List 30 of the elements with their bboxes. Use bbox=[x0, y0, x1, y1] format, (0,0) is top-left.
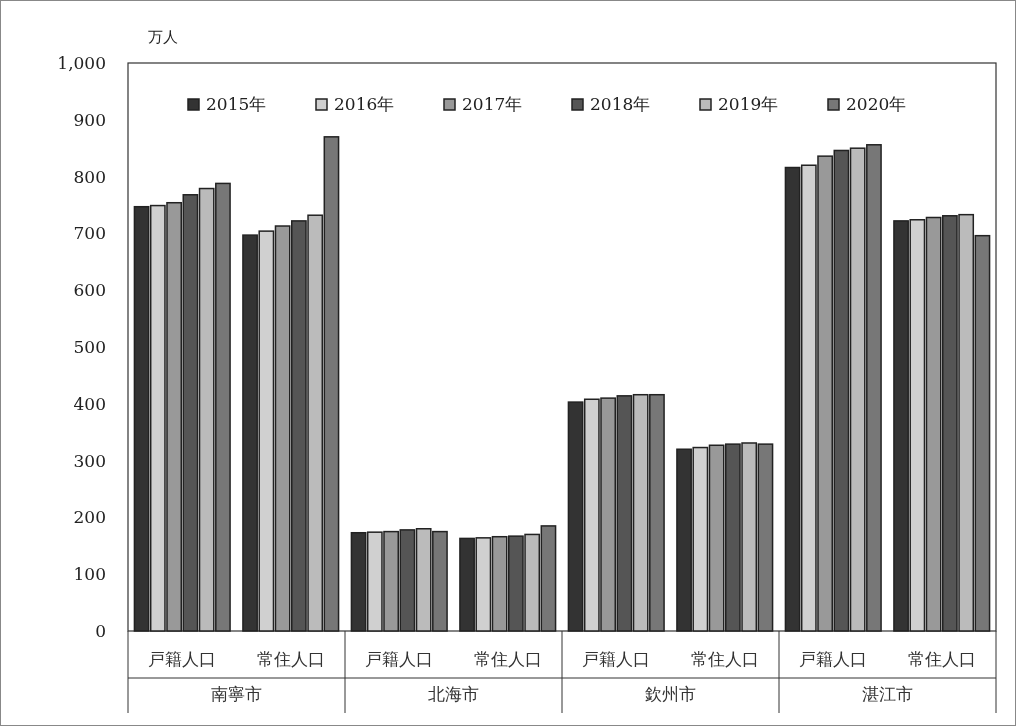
y-tick-label: 800 bbox=[73, 166, 106, 187]
y-tick-label: 0 bbox=[95, 621, 106, 641]
x-tick-label: 戸籍人口 bbox=[365, 649, 434, 669]
x-tick-label: 戸籍人口 bbox=[582, 649, 651, 669]
x-tick-label: 常住人口 bbox=[907, 649, 976, 669]
text: 湛江市 bbox=[862, 684, 913, 704]
legend-label: 2016年 bbox=[334, 94, 395, 114]
x-tick-label: 戸籍人口 bbox=[148, 649, 217, 669]
x-tick-label: 常住人口 bbox=[256, 649, 325, 669]
legend-label: 2015年 bbox=[206, 94, 267, 114]
y-tick-label: 100 bbox=[73, 564, 106, 585]
y-tick-label: 300 bbox=[73, 450, 106, 471]
x-tick-label: 常住人口 bbox=[690, 649, 759, 669]
y-tick-label: 200 bbox=[73, 507, 106, 528]
x-tick-label: 常住人口 bbox=[473, 649, 542, 669]
legend-label: 2018年 bbox=[590, 94, 651, 114]
x-tick-label: 戸籍人口 bbox=[799, 649, 868, 669]
y-axis-title: 万人 bbox=[148, 28, 178, 46]
y-tick-label: 500 bbox=[73, 337, 106, 357]
y-tick-label: 1,000 bbox=[57, 53, 106, 73]
y-tick-label: 400 bbox=[73, 393, 106, 414]
legend-label: 2017年 bbox=[462, 94, 523, 114]
legend-label: 2020年 bbox=[846, 94, 907, 114]
text: 南寧市 bbox=[211, 684, 262, 704]
text: 欽州市 bbox=[645, 684, 696, 704]
y-tick-label: 700 bbox=[73, 223, 106, 244]
text: 北海市 bbox=[428, 684, 479, 704]
y-tick-label: 600 bbox=[73, 280, 106, 301]
legend-label: 2019年 bbox=[718, 94, 779, 114]
y-tick-label: 900 bbox=[73, 109, 106, 130]
